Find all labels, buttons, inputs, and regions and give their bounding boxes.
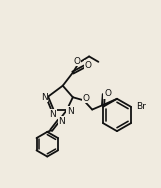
Text: O: O bbox=[82, 93, 90, 102]
Text: O: O bbox=[85, 61, 92, 70]
Text: N: N bbox=[67, 107, 74, 116]
Text: N: N bbox=[41, 93, 47, 102]
Text: N: N bbox=[59, 117, 65, 126]
Text: N: N bbox=[49, 110, 56, 119]
Text: O: O bbox=[73, 57, 80, 66]
Text: O: O bbox=[104, 89, 111, 98]
Text: Br: Br bbox=[137, 102, 146, 111]
